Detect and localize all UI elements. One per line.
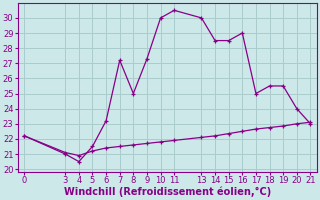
X-axis label: Windchill (Refroidissement éolien,°C): Windchill (Refroidissement éolien,°C)	[64, 187, 271, 197]
